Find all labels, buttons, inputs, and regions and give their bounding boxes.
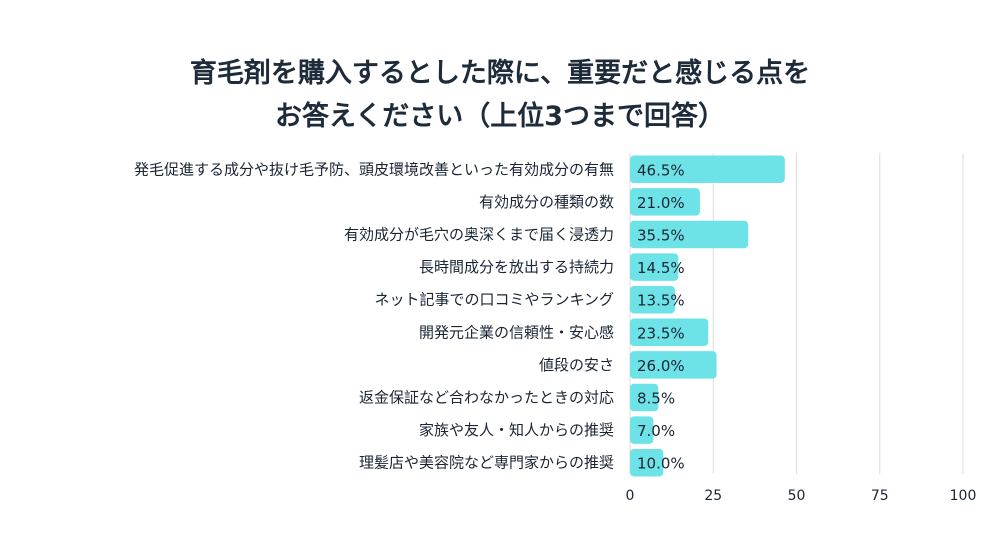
bar-4: [630, 285, 675, 314]
value-label-1: 21.0%: [637, 194, 685, 212]
bar-2: [630, 220, 749, 249]
category-label-0: 発毛促進する成分や抜け毛予防、頭皮環境改善といった有効成分の有無: [134, 160, 614, 178]
bar-0: [630, 155, 785, 184]
category-label-5: 開発元企業の信頼性・安心感: [419, 323, 614, 341]
bar-8: [630, 416, 654, 444]
chart-title-line-2: お答えください（上位3つまで回答）: [275, 101, 725, 132]
chart-title-line-1: 育毛剤を購入するとした際に、重要だと感じる点を: [189, 58, 811, 89]
category-label-6: 値段の安さ: [539, 356, 614, 374]
value-label-5: 23.5%: [637, 324, 685, 342]
value-label-0: 46.5%: [637, 161, 685, 179]
bar-5: [630, 318, 709, 347]
x-tick-label-2: 50: [788, 488, 806, 504]
value-label-2: 35.5%: [637, 227, 685, 245]
category-label-4: ネット記事での口コミやランキング: [374, 291, 614, 309]
value-label-9: 10.0%: [637, 455, 685, 473]
bar-9: [630, 448, 664, 477]
category-label-2: 有効成分が毛穴の奥深くまで届く浸透力: [344, 226, 614, 244]
bar-3: [630, 253, 679, 281]
category-label-8: 家族や友人・知人からの推奨: [419, 421, 614, 439]
x-tick-label-3: 75: [871, 488, 889, 504]
bar-6: [630, 351, 717, 379]
x-tick-label-4: 100: [950, 488, 977, 504]
value-label-3: 14.5%: [637, 259, 685, 277]
value-label-8: 7.0%: [637, 422, 675, 440]
category-label-3: 長時間成分を放出する持続力: [419, 258, 614, 276]
value-label-4: 13.5%: [637, 292, 685, 310]
value-label-6: 26.0%: [637, 357, 685, 375]
category-label-7: 返金保証など合わなかったときの対応: [359, 389, 614, 407]
bar-7: [630, 383, 659, 412]
x-tick-label-1: 25: [704, 488, 722, 504]
category-label-1: 有効成分の種類の数: [479, 193, 614, 211]
category-label-9: 理髪店や美容院など専門家からの推奨: [359, 454, 614, 472]
value-label-7: 8.5%: [637, 390, 675, 408]
bar-1: [630, 188, 700, 216]
chart-title: 育毛剤を購入するとした際に、重要だと感じる点を お答えください（上位3つまで回答…: [0, 52, 1000, 138]
x-tick-label-0: 0: [626, 488, 635, 504]
